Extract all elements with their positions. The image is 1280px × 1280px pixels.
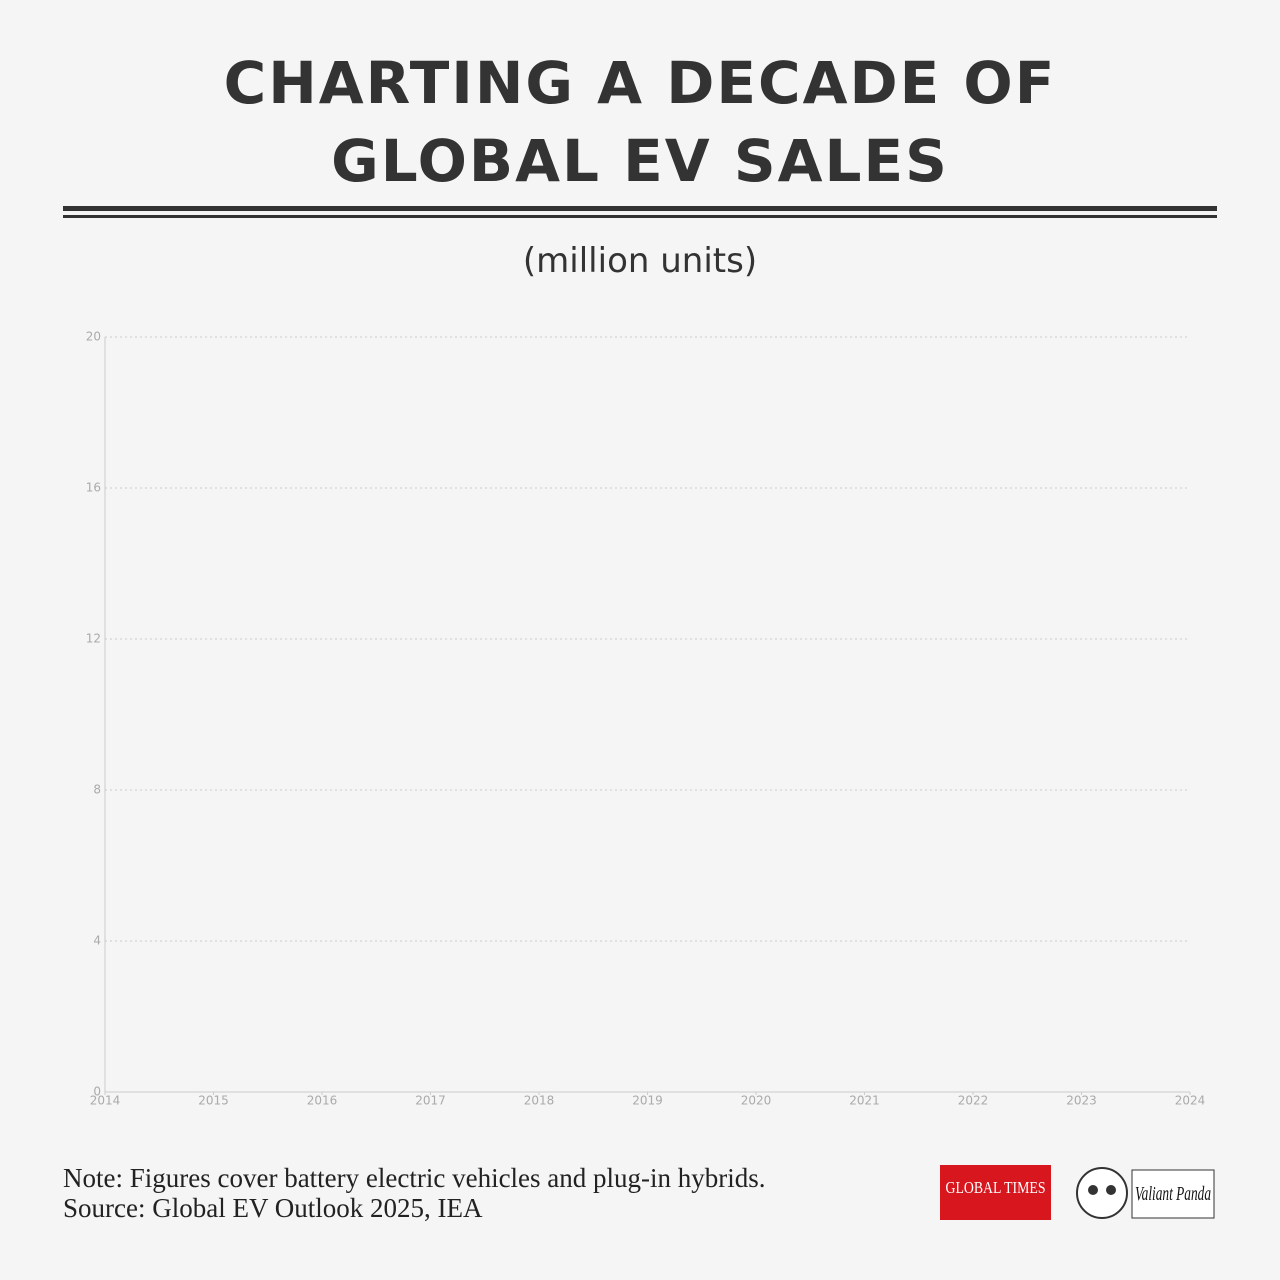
x-tick-label: 2017 xyxy=(415,1094,446,1108)
y-tick-label: 4 xyxy=(93,934,101,948)
title-rule xyxy=(63,215,1217,218)
panda-icon xyxy=(1076,1167,1128,1219)
y-tick-label: 20 xyxy=(86,330,101,344)
y-tick-label: 16 xyxy=(86,481,101,495)
title-rule xyxy=(63,206,1217,211)
logo-box xyxy=(940,1165,1051,1220)
x-tick-label: 2014 xyxy=(90,1094,121,1108)
x-tick-label: 2019 xyxy=(632,1094,663,1108)
logo: Valiant Panda xyxy=(1135,1183,1211,1205)
y-tick-label: 8 xyxy=(93,783,101,797)
y-tick-label: 12 xyxy=(86,632,101,646)
panda-eye xyxy=(1106,1185,1116,1195)
logo-box xyxy=(1131,1169,1215,1219)
logo: GLOBAL TIMES xyxy=(946,1178,1046,1197)
panda-eye xyxy=(1088,1185,1098,1195)
y-tick-label: 0 xyxy=(93,1085,101,1099)
x-tick-label: 2022 xyxy=(958,1094,989,1108)
x-tick-label: 2016 xyxy=(307,1094,338,1108)
note: Note: Figures cover battery electric veh… xyxy=(63,1163,766,1193)
x-tick-label: 2021 xyxy=(849,1094,880,1108)
x-tick-label: 2020 xyxy=(741,1094,772,1108)
x-tick-label: 2023 xyxy=(1066,1094,1097,1108)
source: Source: Global EV Outlook 2025, IEA xyxy=(63,1193,483,1223)
chart-subtitle: (million units) xyxy=(523,241,757,281)
chart-title: CHARTING A DECADE OF GLOBAL EV SALES xyxy=(224,49,1057,195)
x-tick-label: 2015 xyxy=(198,1094,229,1108)
x-tick-label: 2018 xyxy=(524,1094,555,1108)
x-tick-label: 2024 xyxy=(1175,1094,1206,1108)
